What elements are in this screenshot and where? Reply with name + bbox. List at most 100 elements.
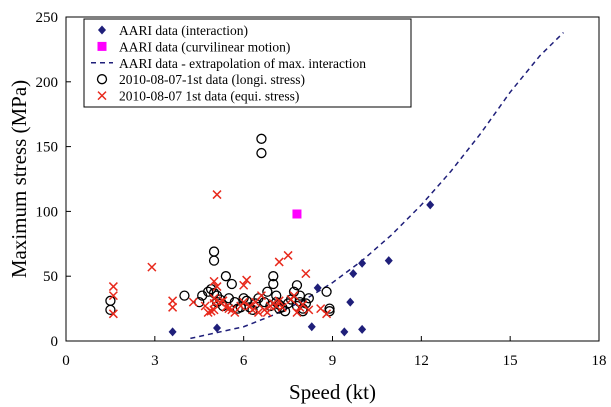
y-tick-label: 200	[36, 75, 59, 91]
data-point	[358, 258, 367, 268]
data-point	[256, 291, 266, 301]
data-point	[324, 303, 335, 314]
data-point	[274, 296, 284, 306]
data-point	[256, 133, 267, 144]
data-point	[426, 200, 435, 210]
x-axis-title: Speed (kt)	[289, 380, 376, 404]
data-point	[358, 324, 367, 334]
data-point	[304, 305, 314, 315]
legend-label: AARI data (interaction)	[119, 23, 248, 38]
legend-swatch	[96, 74, 108, 85]
data-point	[208, 255, 220, 266]
data-point	[203, 307, 213, 318]
data-point	[268, 271, 279, 282]
legend-item: 2010-08-07 1st data (equi. stress)	[97, 89, 299, 104]
data-point	[188, 297, 198, 307]
data-point	[221, 302, 231, 312]
data-point	[108, 291, 118, 301]
data-marks	[105, 32, 564, 340]
data-point	[340, 327, 349, 337]
x-tick-label: 6	[240, 353, 248, 369]
data-point	[213, 323, 222, 333]
y-axis: 0 50 100 150 200 250	[36, 10, 71, 350]
data-point	[248, 305, 258, 315]
data-point	[292, 209, 302, 219]
x-tick-label: 3	[151, 353, 159, 369]
legend-swatch	[97, 91, 107, 101]
legend-item: AARI data - extrapolation of max. intera…	[91, 56, 366, 71]
legend-item: AARI data (curvilinear motion)	[97, 39, 290, 54]
legend: AARI data (interaction)AARI data (curvil…	[83, 18, 412, 108]
series-2	[190, 32, 564, 340]
y-tick-label: 250	[36, 10, 59, 26]
legend-swatch	[98, 25, 106, 35]
y-tick-label: 100	[36, 204, 59, 220]
x-tick-label: 9	[329, 353, 337, 369]
data-point	[206, 306, 216, 316]
x-axis: 0 3 6 9 12 15 18	[62, 336, 607, 369]
data-point	[256, 147, 267, 159]
data-point	[168, 302, 178, 312]
data-point	[346, 297, 355, 307]
data-point	[168, 327, 177, 337]
data-point	[274, 257, 284, 267]
data-point	[301, 269, 311, 279]
data-point	[283, 250, 293, 260]
data-point	[218, 296, 228, 306]
data-point	[262, 286, 273, 297]
data-point	[289, 291, 299, 301]
y-tick-label: 50	[43, 269, 58, 285]
y-tick-label: 0	[51, 334, 59, 350]
data-point	[209, 276, 219, 286]
x-tick-label: 12	[414, 353, 429, 369]
data-point	[226, 278, 237, 290]
data-point	[253, 307, 264, 318]
data-point	[242, 275, 252, 285]
legend-box	[83, 18, 412, 108]
legend-item: AARI data (interaction)	[98, 23, 248, 38]
legend-item: 2010-08-07-1st data (longi. stress)	[96, 72, 305, 87]
data-point	[212, 282, 222, 292]
data-point	[224, 304, 234, 314]
data-point	[179, 290, 190, 301]
y-tick-label: 150	[36, 140, 59, 156]
data-point	[313, 283, 322, 293]
data-point	[349, 269, 358, 279]
data-point	[108, 282, 118, 292]
data-point	[268, 278, 279, 290]
data-point	[147, 262, 157, 272]
data-point	[208, 246, 220, 257]
data-point	[212, 190, 222, 200]
data-point	[291, 280, 303, 291]
data-point	[108, 309, 118, 319]
legend-label: AARI data - extrapolation of max. intera…	[119, 56, 366, 71]
series-1	[292, 209, 302, 219]
data-point	[239, 297, 249, 307]
series-4	[108, 190, 332, 319]
data-point	[168, 296, 178, 306]
data-point	[105, 295, 116, 306]
data-point	[202, 286, 214, 297]
data-point	[239, 280, 249, 290]
data-point	[384, 256, 393, 266]
legend-label: 2010-08-07 1st data (equi. stress)	[119, 89, 299, 104]
data-point	[322, 309, 332, 319]
legend-label: 2010-08-07-1st data (longi. stress)	[119, 72, 305, 87]
x-tick-label: 15	[503, 353, 518, 369]
x-tick-label: 0	[62, 353, 70, 369]
series-0	[168, 200, 435, 337]
data-point	[262, 307, 272, 318]
legend-swatch	[97, 41, 107, 51]
x-tick-label: 18	[592, 353, 607, 369]
y-axis-title: Maximum stress (MPa)	[7, 80, 31, 278]
data-point	[194, 296, 205, 308]
data-point	[307, 322, 316, 332]
data-point	[209, 305, 219, 315]
extrapolation-curve	[190, 32, 564, 340]
data-point	[321, 286, 332, 297]
data-point	[220, 271, 232, 282]
legend-label: AARI data (curvilinear motion)	[119, 39, 290, 54]
data-point	[209, 293, 219, 303]
data-point	[277, 302, 287, 312]
